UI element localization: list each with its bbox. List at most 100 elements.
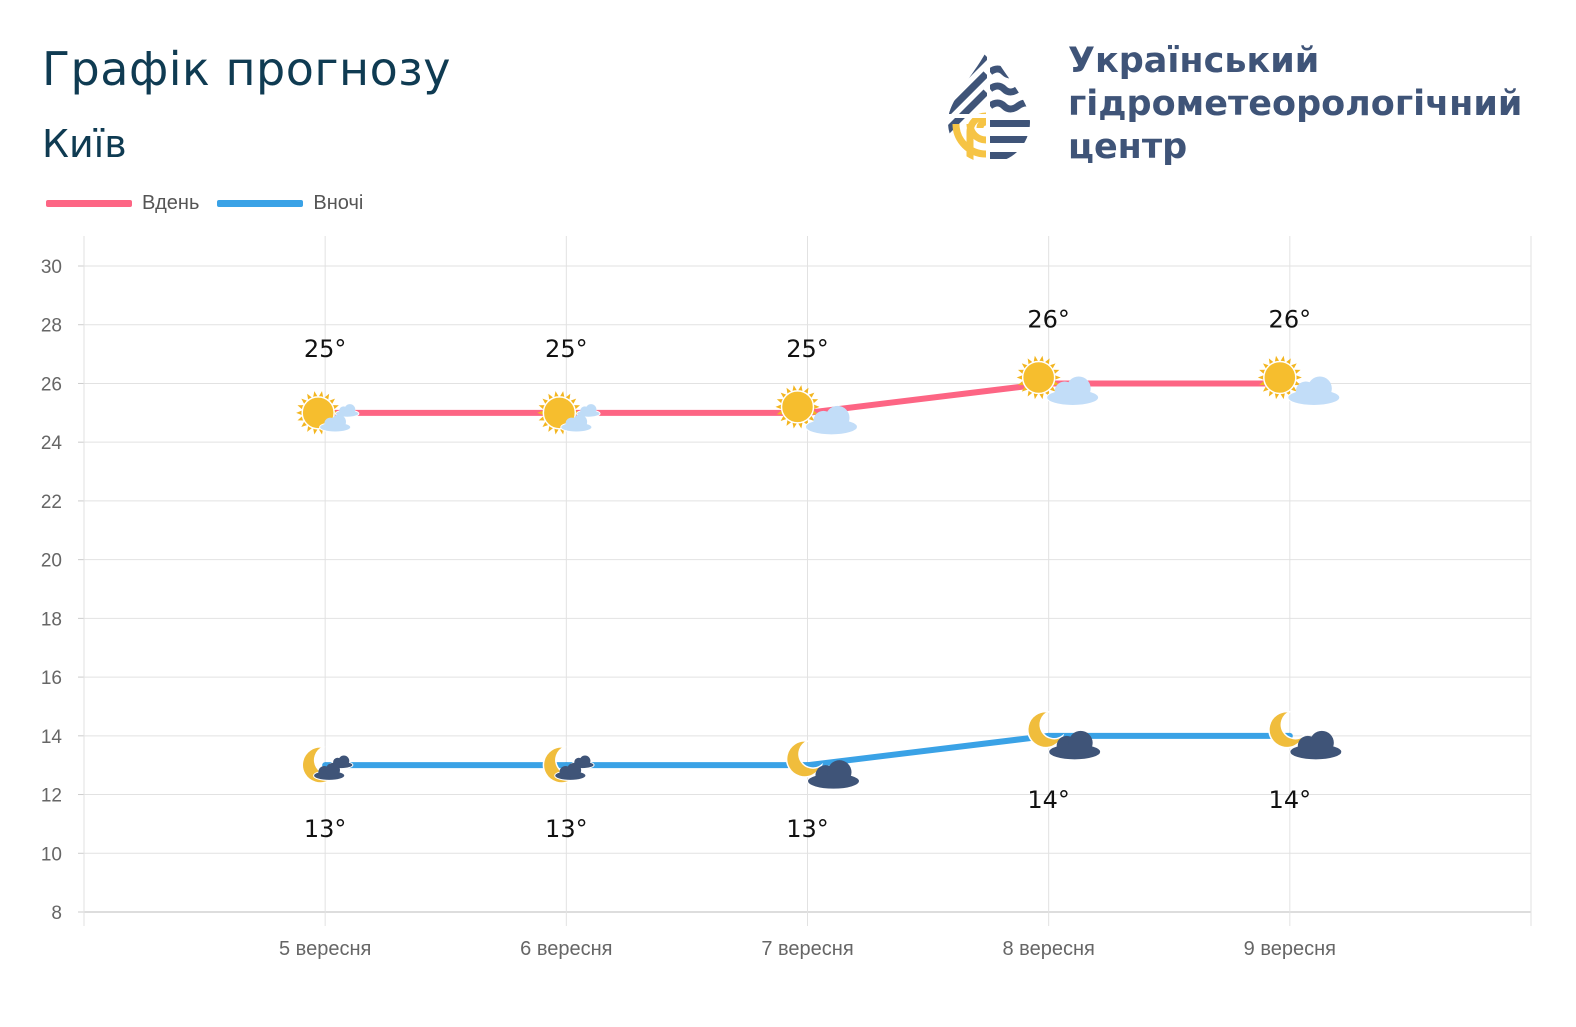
- x-tick-label: 6 вересня: [520, 938, 612, 960]
- cloud-part: [579, 755, 591, 767]
- sun-ray: [318, 391, 324, 398]
- sun-ray: [808, 415, 815, 421]
- sun-disc: [1263, 360, 1297, 395]
- cloud-part: [344, 404, 356, 415]
- y-tick-label: 26: [41, 374, 62, 395]
- y-tick-label: 22: [41, 492, 62, 513]
- legend-swatch-day: [46, 200, 132, 207]
- sun-cloud-icon: [1257, 355, 1341, 406]
- sun-ray: [803, 387, 809, 395]
- legend-item-day[interactable]: Вдень: [46, 192, 199, 215]
- moon-cloud-icon: [785, 740, 860, 790]
- sun-ray: [1049, 363, 1056, 370]
- sun-ray: [313, 427, 318, 435]
- cloud-part: [566, 762, 582, 778]
- sun-ray: [1027, 389, 1033, 397]
- data-label: 13°: [304, 815, 347, 843]
- city-name: Київ: [42, 122, 127, 166]
- moon-cloud-icon: [1268, 710, 1343, 761]
- sun-small-cloud-icon: [296, 391, 360, 435]
- sun-ray: [1285, 358, 1291, 365]
- sun-cloud-icon: [1016, 355, 1100, 406]
- sun-ray: [313, 391, 318, 398]
- sun-ray: [542, 398, 549, 405]
- sun-ray: [1039, 355, 1044, 363]
- x-tick-label: 8 вересня: [1003, 938, 1095, 960]
- sun-ray: [786, 419, 792, 426]
- sun-ray: [296, 410, 303, 416]
- y-tick-label: 16: [41, 668, 62, 689]
- cloud-part: [338, 755, 350, 767]
- sun-ray: [1021, 385, 1029, 392]
- sun-ray: [786, 387, 792, 395]
- y-tick-label: 24: [41, 433, 63, 454]
- data-label: 26°: [1269, 305, 1312, 333]
- sun-ray: [301, 398, 308, 405]
- organization-name: Український гідрометеорологічний центр: [1068, 40, 1522, 169]
- sun-ray: [548, 425, 554, 432]
- sun-ray: [1039, 392, 1044, 400]
- y-tick-label: 12: [41, 786, 62, 807]
- moon-small-cloud-icon: [542, 746, 595, 784]
- cloud-part: [827, 760, 852, 785]
- sun-ray: [813, 404, 820, 410]
- sun-ray: [569, 398, 577, 405]
- sun-ray: [559, 391, 565, 398]
- sun-ray: [1021, 363, 1029, 370]
- sun-ray: [780, 415, 787, 421]
- sun-ray: [1033, 355, 1039, 363]
- legend-label-night: Вночі: [313, 192, 364, 214]
- page-title: Графік прогнозу: [42, 42, 451, 96]
- sun-ray: [307, 425, 313, 432]
- sun-ray: [1268, 389, 1274, 397]
- sun-ray: [1049, 385, 1056, 392]
- sun-ray: [780, 392, 787, 399]
- moon-crescent: [1268, 710, 1306, 749]
- ukrhydromet-logo: [946, 44, 1032, 166]
- sun-disc: [1021, 360, 1056, 395]
- cloud-part: [1309, 730, 1334, 755]
- x-tick-label: 5 вересня: [279, 938, 371, 960]
- org-line-2: гідрометеорологічний: [1068, 84, 1523, 124]
- x-tick-label: 7 вересня: [761, 938, 853, 960]
- cloud-part: [331, 414, 346, 430]
- legend-item-night[interactable]: Вночі: [217, 192, 363, 215]
- org-line-1: Український: [1068, 41, 1320, 81]
- cloud-part: [572, 414, 588, 430]
- sun-ray: [554, 391, 559, 398]
- sun-ray: [307, 393, 313, 401]
- cloud-part: [825, 405, 850, 430]
- sun-ray: [1016, 375, 1023, 380]
- y-tick-label: 14: [41, 727, 63, 748]
- sun-ray: [1027, 358, 1033, 365]
- org-line-3: центр: [1068, 127, 1188, 167]
- sun-ray: [797, 421, 803, 429]
- sun-ray: [328, 398, 336, 405]
- sun-small-cloud-icon: [537, 391, 601, 435]
- legend-label-day: Вдень: [142, 192, 200, 214]
- cloud-part: [1066, 376, 1091, 401]
- sun-ray: [324, 393, 330, 401]
- sun-ray: [1290, 385, 1297, 392]
- sun-cloud-icon: [775, 385, 858, 436]
- sun-ray: [542, 421, 549, 427]
- sun-ray: [565, 393, 571, 401]
- moon-crescent: [1027, 710, 1065, 749]
- sun-ray: [537, 410, 544, 416]
- data-label: 13°: [545, 815, 588, 843]
- sun-ray: [1274, 355, 1280, 363]
- cloud-part: [1068, 730, 1093, 755]
- sun-ray: [1257, 375, 1265, 380]
- sun-ray: [808, 392, 815, 399]
- sun-ray: [1290, 363, 1297, 370]
- legend-swatch-night: [217, 200, 304, 207]
- data-label: 14°: [1027, 786, 1070, 814]
- sun-disc: [780, 390, 815, 424]
- cloud-part: [325, 762, 340, 778]
- data-label: 14°: [1269, 786, 1312, 814]
- x-tick-label: 9 вересня: [1244, 938, 1336, 960]
- chart-legend: Вдень Вночі: [46, 192, 381, 215]
- y-tick-label: 30: [41, 257, 62, 278]
- sun-ray: [775, 404, 782, 410]
